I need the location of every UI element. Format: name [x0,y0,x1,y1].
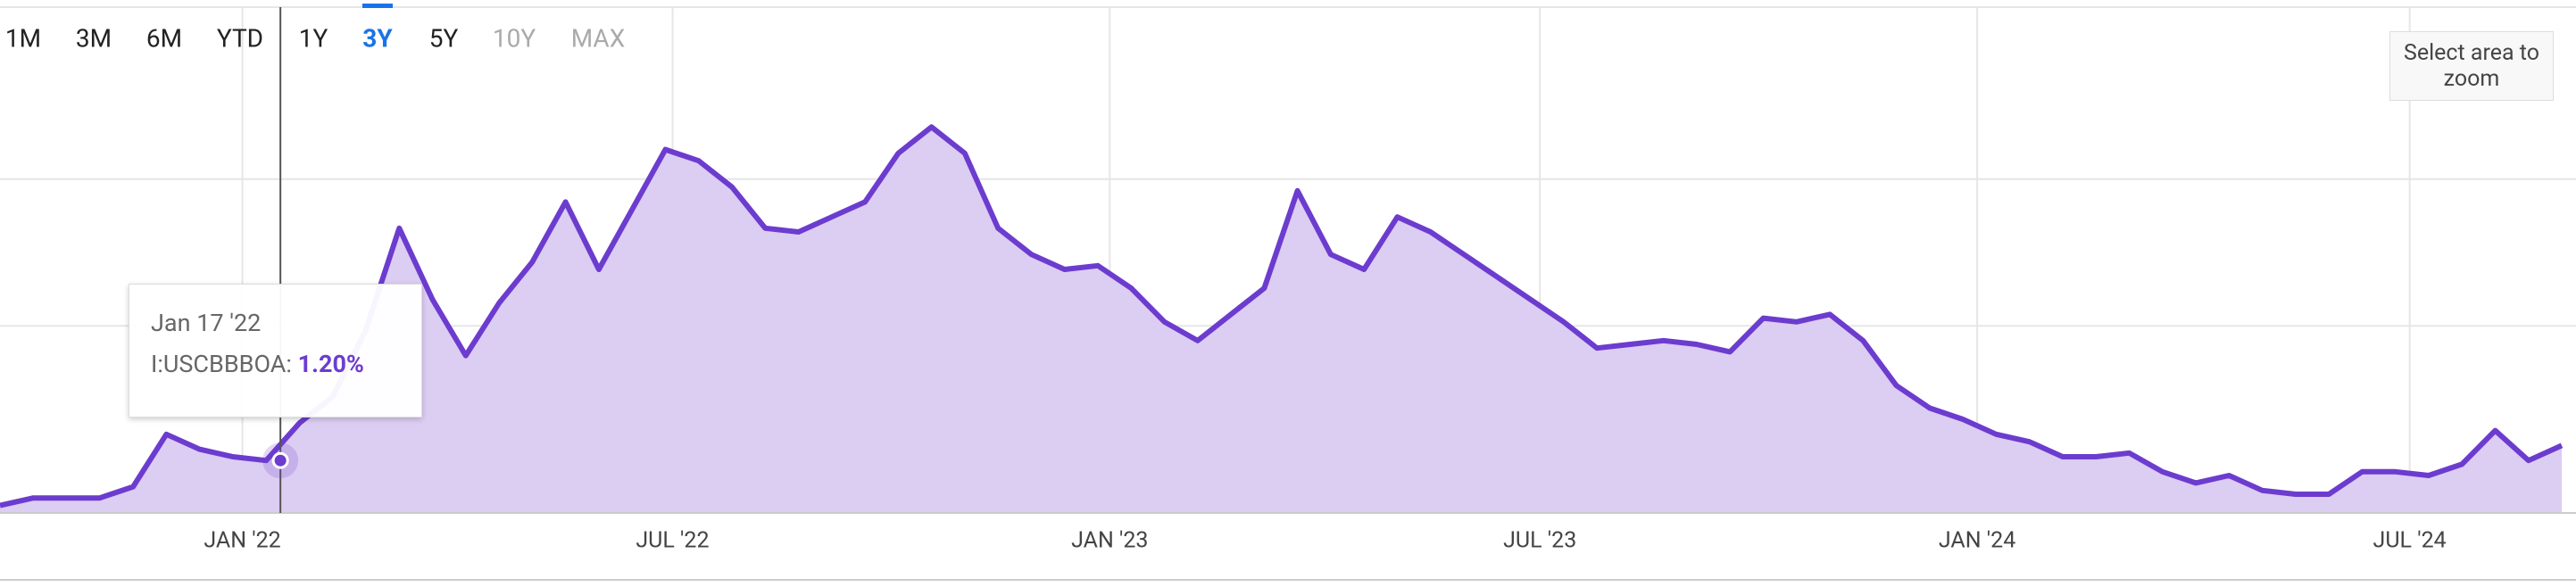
tooltip-row: I:USCBBBOA: 1.20% [151,343,400,384]
x-tick-label: JUL '24 [2373,528,2447,554]
x-tick-label: JAN '22 [204,528,280,554]
tooltip-value: 1.20% [297,350,364,378]
hover-point [271,451,289,469]
selected-indicator [362,4,393,8]
x-tick-label: JUL '23 [1503,528,1576,554]
x-tick-label: JAN '23 [1071,528,1148,554]
tooltip-date: Jan 17 '22 [151,309,262,337]
zoom-hint[interactable]: Select area to zoom [2389,31,2554,101]
range-button[interactable]: 6M [146,23,182,53]
tooltip-series: I:USCBBBOA: [151,350,292,378]
tooltip: Jan 17 '22 I:USCBBBOA: 1.20% [129,284,422,418]
x-tick-label: JAN '24 [1939,528,2015,554]
line [0,124,2564,508]
range-button[interactable]: 1Y [299,23,328,53]
x-tick-label: JUL '22 [636,528,709,554]
range-button[interactable]: 3Y [362,23,393,53]
range-button[interactable]: 5Y [429,23,459,53]
range-button[interactable]: YTD [217,23,263,53]
range-button[interactable]: 3M [76,23,112,53]
range-button: 10Y [493,23,536,53]
area [0,127,2563,513]
range-button: MAX [571,23,626,53]
range-button[interactable]: 1M [5,23,41,53]
